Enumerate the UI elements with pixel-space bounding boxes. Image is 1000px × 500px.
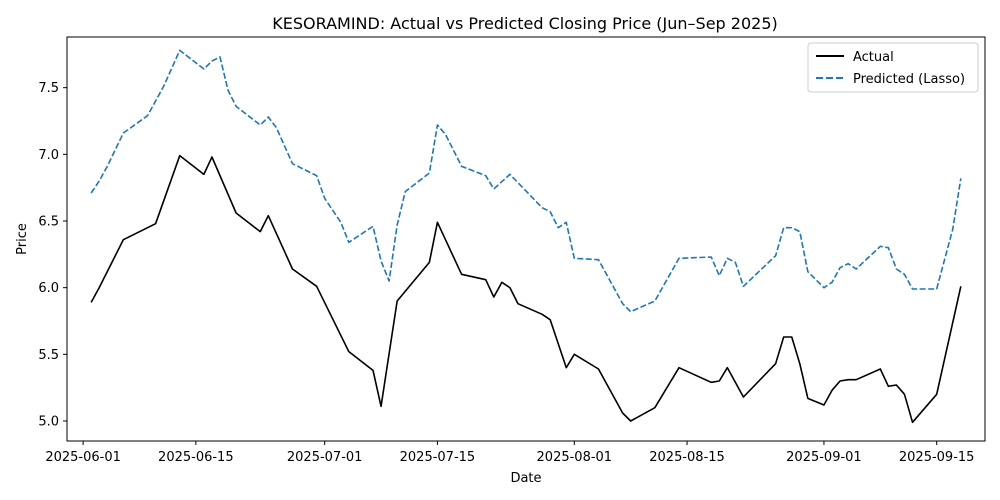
x-tick-label: 2025-06-01	[45, 450, 121, 465]
x-tick-label: 2025-09-01	[786, 450, 862, 465]
y-tick-label: 6.5	[38, 215, 59, 230]
x-tick-label: 2025-07-15	[400, 450, 476, 465]
x-tick-label: 2025-08-01	[537, 450, 613, 465]
series-layer	[90, 49, 962, 424]
series-line-actual	[90, 154, 962, 424]
plot-area	[66, 36, 986, 442]
x-tick-label: 2025-07-01	[287, 450, 363, 465]
x-axis: 2025-06-01 2025-06-15 2025-07-01 2025-07-15…	[45, 441, 974, 465]
y-axis-label: Price	[15, 223, 30, 255]
legend-box	[807, 42, 979, 93]
y-tick-label: 7.5	[38, 81, 59, 96]
y-tick-label: 6.0	[38, 281, 59, 296]
legend-label-actual: Actual	[853, 50, 894, 65]
x-tick-label: 2025-06-15	[158, 450, 234, 465]
y-tick-label: 5.5	[38, 348, 59, 363]
x-tick-label: 2025-08-15	[649, 450, 725, 465]
series-line-predicted	[90, 49, 962, 313]
y-tick-label: 7.0	[38, 148, 59, 163]
x-axis-label: Date	[510, 471, 541, 486]
chart-title: KESORAMIND: Actual vs Predicted Closing …	[272, 14, 777, 33]
legend: Actual Predicted (Lasso)	[807, 42, 979, 93]
plot-frame	[66, 36, 986, 442]
y-axis: 5.0 5.5 6.0 6.5 7.0 7.5	[38, 81, 67, 430]
x-tick-label: 2025-09-15	[899, 450, 975, 465]
y-tick-label: 5.0	[38, 415, 59, 430]
legend-label-predicted: Predicted (Lasso)	[853, 72, 965, 87]
